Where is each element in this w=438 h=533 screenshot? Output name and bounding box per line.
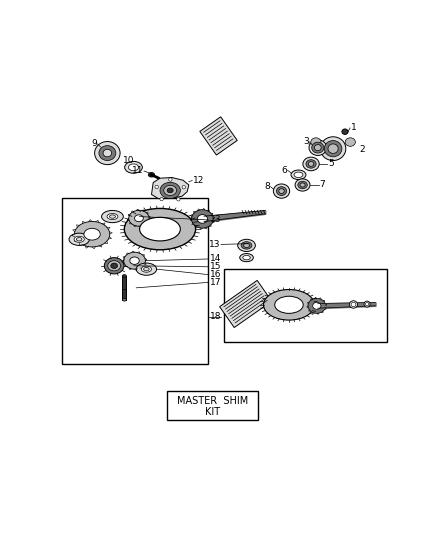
- Bar: [200, 117, 237, 155]
- Ellipse shape: [122, 298, 127, 301]
- Bar: [167, 391, 258, 420]
- Ellipse shape: [191, 209, 213, 228]
- Ellipse shape: [124, 208, 196, 250]
- Ellipse shape: [110, 215, 116, 218]
- Ellipse shape: [311, 138, 321, 146]
- Text: 2: 2: [359, 145, 365, 154]
- Ellipse shape: [128, 164, 138, 171]
- Ellipse shape: [306, 160, 316, 168]
- Text: 6: 6: [282, 166, 287, 174]
- Ellipse shape: [197, 215, 208, 223]
- Ellipse shape: [148, 173, 155, 177]
- Ellipse shape: [238, 239, 255, 252]
- Text: 7: 7: [320, 181, 325, 189]
- Text: 1: 1: [351, 124, 357, 133]
- Text: 5: 5: [328, 159, 334, 168]
- Ellipse shape: [365, 302, 369, 306]
- Text: 14: 14: [210, 254, 221, 263]
- Bar: [219, 280, 272, 327]
- Circle shape: [182, 185, 185, 189]
- Ellipse shape: [95, 142, 120, 165]
- Ellipse shape: [240, 254, 253, 262]
- Text: KIT: KIT: [205, 407, 220, 417]
- Ellipse shape: [275, 296, 303, 313]
- Ellipse shape: [244, 244, 250, 247]
- Circle shape: [160, 197, 163, 201]
- Ellipse shape: [328, 144, 338, 154]
- Ellipse shape: [69, 233, 89, 245]
- Ellipse shape: [74, 236, 84, 243]
- Text: 13: 13: [209, 240, 220, 249]
- Ellipse shape: [241, 241, 252, 249]
- Ellipse shape: [103, 149, 112, 157]
- Ellipse shape: [350, 301, 357, 308]
- Ellipse shape: [122, 274, 127, 277]
- Ellipse shape: [108, 261, 120, 271]
- Text: 3: 3: [303, 137, 309, 146]
- Ellipse shape: [104, 257, 124, 274]
- Text: MASTER  SHIM: MASTER SHIM: [177, 396, 248, 406]
- Ellipse shape: [134, 215, 143, 222]
- Ellipse shape: [144, 268, 149, 271]
- Ellipse shape: [324, 141, 342, 157]
- Ellipse shape: [130, 257, 139, 264]
- Ellipse shape: [99, 146, 116, 160]
- Ellipse shape: [167, 188, 173, 193]
- Text: 8: 8: [265, 182, 270, 191]
- Text: 15: 15: [210, 262, 221, 271]
- Ellipse shape: [111, 263, 117, 269]
- Ellipse shape: [303, 157, 319, 171]
- Ellipse shape: [136, 263, 157, 275]
- Ellipse shape: [124, 252, 145, 269]
- Bar: [61, 198, 208, 364]
- Ellipse shape: [125, 161, 142, 173]
- Text: 13: 13: [210, 215, 221, 224]
- Ellipse shape: [74, 222, 110, 247]
- Bar: [224, 269, 387, 342]
- Ellipse shape: [308, 298, 325, 313]
- Ellipse shape: [320, 137, 346, 160]
- Text: 9: 9: [92, 139, 97, 148]
- Ellipse shape: [160, 182, 180, 199]
- Circle shape: [177, 198, 180, 201]
- Ellipse shape: [300, 183, 305, 187]
- Text: 16: 16: [210, 270, 221, 279]
- Ellipse shape: [102, 211, 124, 223]
- Ellipse shape: [314, 144, 321, 151]
- Ellipse shape: [364, 301, 370, 307]
- Ellipse shape: [351, 302, 356, 306]
- Ellipse shape: [291, 170, 306, 180]
- Ellipse shape: [76, 238, 82, 241]
- Ellipse shape: [294, 172, 303, 177]
- Ellipse shape: [295, 179, 310, 191]
- Ellipse shape: [312, 142, 324, 153]
- Ellipse shape: [129, 211, 149, 226]
- Ellipse shape: [276, 187, 286, 196]
- Ellipse shape: [141, 266, 152, 272]
- Bar: [122, 276, 127, 300]
- Ellipse shape: [264, 289, 314, 320]
- Circle shape: [155, 185, 159, 189]
- Ellipse shape: [164, 185, 177, 196]
- Text: 17: 17: [210, 278, 221, 287]
- Ellipse shape: [308, 161, 314, 166]
- Text: 11: 11: [132, 166, 144, 175]
- Ellipse shape: [313, 302, 321, 309]
- Ellipse shape: [309, 140, 327, 156]
- Ellipse shape: [84, 228, 100, 240]
- Ellipse shape: [140, 217, 180, 241]
- Ellipse shape: [107, 214, 118, 220]
- Ellipse shape: [243, 255, 250, 260]
- Text: 10: 10: [123, 156, 134, 165]
- Circle shape: [169, 178, 172, 181]
- Ellipse shape: [342, 129, 348, 134]
- Ellipse shape: [298, 181, 307, 189]
- Polygon shape: [152, 177, 189, 199]
- Ellipse shape: [345, 138, 355, 146]
- Text: 12: 12: [193, 176, 204, 185]
- Ellipse shape: [279, 189, 284, 193]
- Text: 18: 18: [210, 312, 221, 321]
- Ellipse shape: [273, 184, 290, 198]
